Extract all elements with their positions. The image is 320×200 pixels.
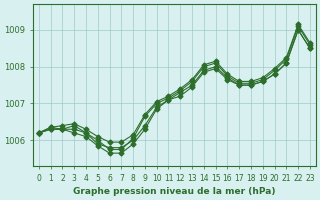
X-axis label: Graphe pression niveau de la mer (hPa): Graphe pression niveau de la mer (hPa) bbox=[73, 187, 276, 196]
